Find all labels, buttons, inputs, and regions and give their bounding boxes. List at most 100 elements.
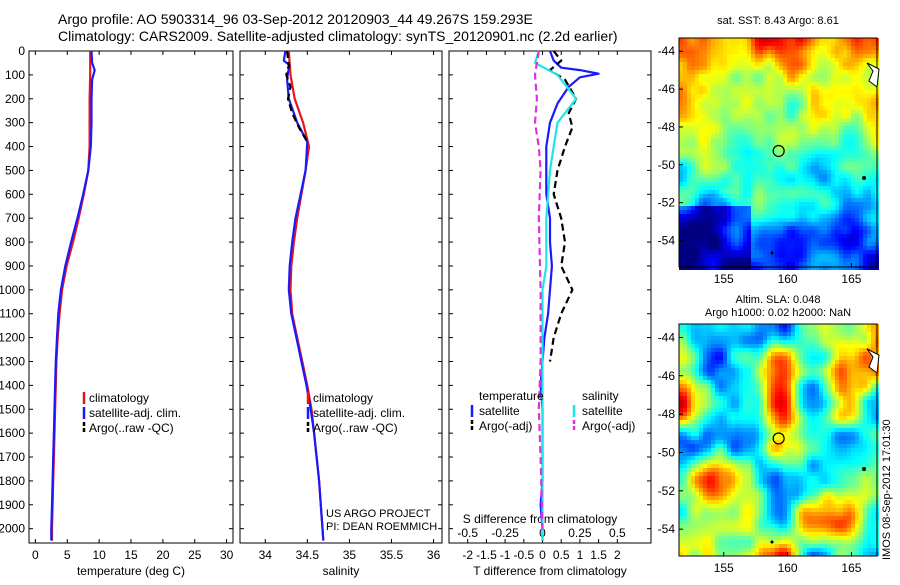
map-cell: [719, 38, 723, 42]
map-cell: [751, 102, 755, 106]
map-cell: [779, 328, 783, 332]
map-cell: [847, 78, 851, 82]
map-cell: [831, 74, 835, 78]
map-cell: [691, 158, 695, 162]
legend-label: Argo(-adj): [582, 419, 635, 433]
map-cell: [863, 166, 867, 170]
map-cell: [703, 158, 707, 162]
map-cell: [839, 114, 843, 118]
map-cell: [827, 90, 831, 94]
map-cell: [827, 82, 831, 86]
map-cell: [755, 328, 759, 332]
map-cell: [683, 94, 687, 98]
map-cell: [815, 202, 819, 206]
map-cell: [839, 226, 843, 230]
map-cell: [763, 198, 767, 202]
map-cell: [703, 86, 707, 90]
map-cell: [711, 262, 715, 266]
map-cell: [827, 42, 831, 46]
map-cell: [867, 234, 871, 238]
map-cell: [863, 214, 867, 218]
map-cell: [831, 78, 835, 82]
map-cell: [851, 234, 855, 238]
map-cell: [787, 456, 791, 460]
map-cell: [799, 198, 803, 202]
map-cell: [687, 138, 691, 142]
map-cell: [763, 178, 767, 182]
map-cell: [871, 340, 875, 344]
map-cell: [807, 396, 811, 400]
map-cell: [767, 452, 771, 456]
map-cell: [739, 190, 743, 194]
map-cell: [787, 452, 791, 456]
map-cell: [863, 448, 867, 452]
map-cell: [871, 452, 875, 456]
map-cell: [759, 368, 763, 372]
map-cell: [731, 324, 735, 328]
map-cell: [787, 158, 791, 162]
map-cell: [739, 142, 743, 146]
map-cell: [707, 126, 711, 130]
map-cell: [691, 190, 695, 194]
map-cell: [827, 428, 831, 432]
map-cell: [703, 234, 707, 238]
map-cell: [735, 158, 739, 162]
map-cell: [779, 392, 783, 396]
map-cell: [779, 150, 783, 154]
map-cell: [855, 242, 859, 246]
map-cell: [691, 126, 695, 130]
map-cell: [687, 102, 691, 106]
map-cell: [799, 154, 803, 158]
map-cell: [847, 86, 851, 90]
map-cell: [823, 254, 827, 258]
map-cell: [795, 464, 799, 468]
map-cell: [775, 356, 779, 360]
map-cell: [763, 42, 767, 46]
map-cell: [791, 50, 795, 54]
map-cell: [811, 460, 815, 464]
map-cell: [863, 102, 867, 106]
map-cell: [767, 54, 771, 58]
map-cell: [719, 130, 723, 134]
map-cell: [755, 424, 759, 428]
map-cell: [747, 392, 751, 396]
map-cell: [783, 420, 787, 424]
map-cell: [703, 182, 707, 186]
map-cell: [699, 162, 703, 166]
map-cell: [835, 62, 839, 66]
map-cell: [755, 352, 759, 356]
map-cell: [799, 420, 803, 424]
map-cell: [687, 218, 691, 222]
map-cell: [795, 218, 799, 222]
map-cell: [783, 118, 787, 122]
map-cell: [807, 206, 811, 210]
map-cell: [695, 158, 699, 162]
map-cell: [859, 110, 863, 114]
map-cell: [847, 368, 851, 372]
map-cell: [855, 412, 859, 416]
map-cell: [747, 42, 751, 46]
map-cell: [863, 202, 867, 206]
map-cell: [839, 352, 843, 356]
map-cell: [827, 432, 831, 436]
map-cell: [863, 428, 867, 432]
map-cell: [775, 134, 779, 138]
map-cell: [751, 166, 755, 170]
map-cell: [711, 206, 715, 210]
map-cell: [775, 376, 779, 380]
map-cell: [727, 114, 731, 118]
map-cell: [679, 214, 683, 218]
map-cell: [851, 174, 855, 178]
map-cell: [747, 440, 751, 444]
map-cell: [739, 94, 743, 98]
map-cell: [787, 424, 791, 428]
map-cell: [715, 344, 719, 348]
map-cell: [827, 170, 831, 174]
map-cell: [739, 432, 743, 436]
salinity-diff-tick-label: -0.25: [491, 526, 519, 540]
map-cell: [715, 170, 719, 174]
map-cell: [703, 66, 707, 70]
map-cell: [871, 182, 875, 186]
map-cell: [831, 364, 835, 368]
map-cell: [855, 102, 859, 106]
